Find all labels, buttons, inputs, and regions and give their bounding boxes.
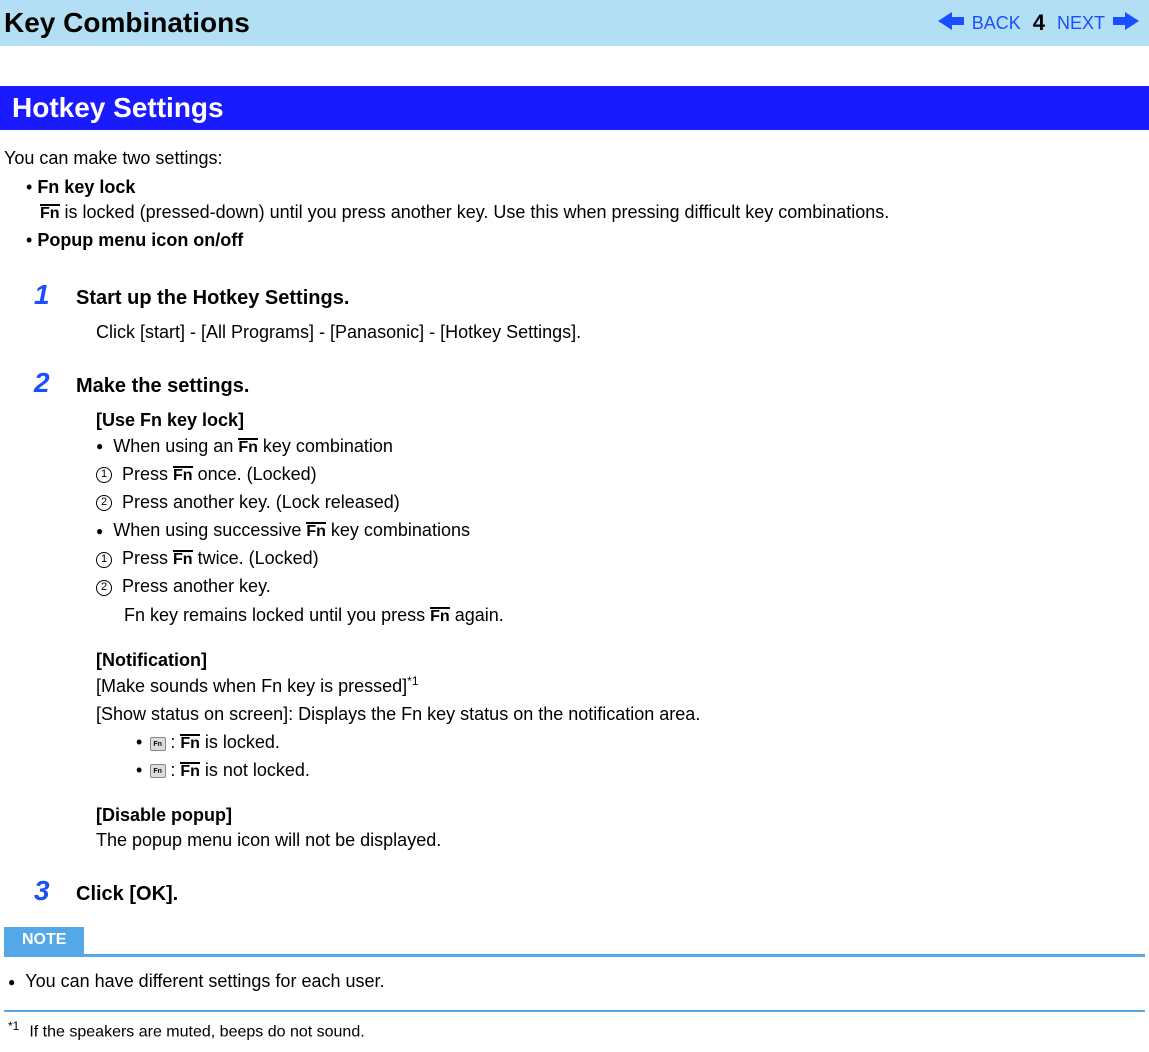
s2-line-b-prefix: Press <box>122 464 173 484</box>
s2-line-a-suffix: key combination <box>258 436 393 456</box>
note-rule-top <box>4 954 1145 957</box>
s2-line-f: 2 Press another key. <box>96 574 1145 599</box>
bullet-dot: • <box>26 177 37 197</box>
note-content: You can have different settings for each… <box>4 967 1145 1004</box>
s2-line-f2-prefix: Fn key remains locked until you press <box>124 605 430 625</box>
s2-line-e-suffix: twice. (Locked) <box>193 548 319 568</box>
note-rule-bottom <box>4 1010 1145 1012</box>
step-1-body: Click [start] - [All Programs] - [Panaso… <box>96 320 1145 345</box>
settings-bullets: • Fn key lock Fn is locked (pressed-down… <box>26 175 1145 253</box>
step-3: 3 Click [OK]. <box>34 871 1145 910</box>
fn-key-icon: Fn <box>306 522 326 540</box>
fn-key-icon: Fn <box>238 438 258 456</box>
s2-line-f-text: Press another key. <box>122 576 271 596</box>
s2-line-d-prefix: When using successive <box>113 520 306 540</box>
footnote-ref: *1 <box>407 674 418 688</box>
note-text: You can have different settings for each… <box>25 971 384 991</box>
fn-key-icon: Fn <box>180 762 200 780</box>
s2-line-e-prefix: Press <box>122 548 173 568</box>
s2-line-b: 1 Press Fn once. (Locked) <box>96 462 1145 487</box>
bullet-label-1: Fn key lock <box>37 177 135 197</box>
s2-line-d-suffix: key combinations <box>326 520 470 540</box>
fn-key-icon: Fn <box>180 734 200 752</box>
s2-line-f2-suffix: again. <box>450 605 504 625</box>
use-fn-label: [Use Fn key lock] <box>96 408 1145 433</box>
disable-popup-body: The popup menu icon will not be displaye… <box>96 828 1145 853</box>
step-3-header: 3 Click [OK]. <box>34 871 1145 910</box>
bullet-fn-key-lock: • Fn key lock Fn is locked (pressed-down… <box>26 175 1145 225</box>
step-3-title: Click [OK]. <box>76 880 178 908</box>
step-2-title: Make the settings. <box>76 372 249 400</box>
page-number: 4 <box>1033 10 1045 36</box>
intro-text: You can make two settings: <box>4 146 1145 171</box>
fn-key-icon: Fn <box>40 204 60 222</box>
step-2-num: 2 <box>34 363 54 402</box>
step-1-header: 1 Start up the Hotkey Settings. <box>34 275 1145 314</box>
next-arrow-icon[interactable] <box>1113 12 1139 35</box>
icon-unlocked-row: : Fn is not locked. <box>136 758 1145 783</box>
step-1-title: Start up the Hotkey Settings. <box>76 284 349 312</box>
bullet-label-2: Popup menu icon on/off <box>37 230 243 250</box>
section-banner: Hotkey Settings <box>0 86 1149 130</box>
s2-line-a-prefix: When using an <box>113 436 238 456</box>
bullet-1-desc: Fn is locked (pressed-down) until you pr… <box>40 200 1145 225</box>
notif-line1: [Make sounds when Fn key is pressed]*1 <box>96 673 1145 699</box>
icon-locked-row: : Fn is locked. <box>136 730 1145 755</box>
header-bar: Key Combinations BACK 4 NEXT <box>0 0 1149 46</box>
footnote-text: If the speakers are muted, beeps do not … <box>29 1023 364 1040</box>
step-2-body: [Use Fn key lock] When using an Fn key c… <box>96 408 1145 853</box>
step-2-header: 2 Make the settings. <box>34 363 1145 402</box>
circled-1-icon: 1 <box>96 552 112 568</box>
fn-key-icon: Fn <box>430 607 450 625</box>
icon-unlocked-text: is not locked. <box>200 760 310 780</box>
step-3-num: 3 <box>34 871 54 910</box>
nav-controls: BACK 4 NEXT <box>938 10 1139 36</box>
s2-line-b-suffix: once. (Locked) <box>193 464 317 484</box>
fn-key-icon: Fn <box>173 550 193 568</box>
step-1-num: 1 <box>34 275 54 314</box>
bullet-popup: • Popup menu icon on/off <box>26 228 1145 253</box>
next-link[interactable]: NEXT <box>1057 13 1105 34</box>
notif-line1-text: [Make sounds when Fn key is pressed] <box>96 676 407 696</box>
back-arrow-icon[interactable] <box>938 12 964 35</box>
page-title: Key Combinations <box>4 7 250 39</box>
s2-line-e: 1 Press Fn twice. (Locked) <box>96 546 1145 571</box>
s2-line-c-text: Press another key. (Lock released) <box>122 492 400 512</box>
bullet-dot: • <box>26 230 37 250</box>
note-block: NOTE You can have different settings for… <box>4 926 1145 1012</box>
s2-line-f2: Fn key remains locked until you press Fn… <box>124 603 1145 628</box>
s2-line-d: When using successive Fn key combination… <box>96 518 1145 543</box>
s2-line-a: When using an Fn key combination <box>96 434 1145 459</box>
notification-label: [Notification] <box>96 648 1145 673</box>
fn-key-icon: Fn <box>173 466 193 484</box>
back-link[interactable]: BACK <box>972 13 1021 34</box>
fn-unlocked-tray-icon <box>150 764 166 778</box>
step-2: 2 Make the settings. [Use Fn key lock] W… <box>34 363 1145 853</box>
footnote-mark: *1 <box>8 1019 19 1033</box>
disable-popup-label: [Disable popup] <box>96 803 1145 828</box>
circled-2-icon: 2 <box>96 580 112 596</box>
footnote: *1 If the speakers are muted, beeps do no… <box>4 1018 1145 1044</box>
icon-locked-text: is locked. <box>200 732 280 752</box>
content-area: You can make two settings: • Fn key lock… <box>0 130 1149 1052</box>
fn-locked-tray-icon <box>150 737 166 751</box>
circled-2-icon: 2 <box>96 495 112 511</box>
circled-1-icon: 1 <box>96 467 112 483</box>
s2-line-c: 2 Press another key. (Lock released) <box>96 490 1145 515</box>
notif-line2: [Show status on screen]: Displays the Fn… <box>96 702 1145 727</box>
bullet-1-desc-text: is locked (pressed-down) until you press… <box>60 202 890 222</box>
step-1: 1 Start up the Hotkey Settings. Click [s… <box>34 275 1145 345</box>
note-label: NOTE <box>4 927 84 953</box>
